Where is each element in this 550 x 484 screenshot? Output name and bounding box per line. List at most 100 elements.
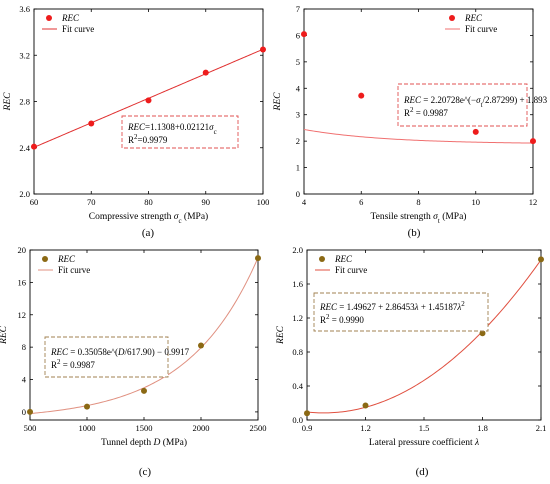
x-tick-label: 100 xyxy=(257,197,270,207)
x-tick-label: 6 xyxy=(359,197,363,207)
x-tick-label: 12 xyxy=(529,197,538,207)
text-span: /2.87299) + 1.893 xyxy=(483,95,548,105)
y-tick-label: 16 xyxy=(18,277,27,287)
x-tick-label: 1.2 xyxy=(360,423,371,433)
fit-equation: REC=1.1308+0.02121σc xyxy=(127,122,217,136)
text-span: R xyxy=(320,315,326,325)
legend-label-data: REC xyxy=(61,13,80,23)
data-point xyxy=(260,46,266,53)
legend-label-fit: Fit curve xyxy=(465,24,497,34)
x-tick-label: 90 xyxy=(202,197,211,207)
x-tick-label: 1500 xyxy=(136,423,153,433)
legend-marker xyxy=(319,256,325,262)
y-tick-label: 12 xyxy=(18,310,27,320)
text-span: REC xyxy=(403,95,422,105)
plot-frame xyxy=(29,249,259,421)
text-span: Tunnel depth xyxy=(101,438,153,448)
x-tick-label: 2500 xyxy=(250,423,267,433)
y-tick-label: 2.8 xyxy=(19,97,30,107)
y-axis-label: REC xyxy=(276,325,286,345)
data-point xyxy=(84,403,90,410)
data-point xyxy=(198,342,204,349)
data-point xyxy=(301,31,307,38)
panel-label: (d) xyxy=(416,466,429,478)
y-axis-label: REC xyxy=(273,92,283,112)
y-tick-label: 1 xyxy=(296,163,300,173)
panel-label: (c) xyxy=(139,466,152,478)
text-span: = 1.49627 + 2.86453 xyxy=(337,302,415,312)
equation-box xyxy=(397,83,528,127)
data-point xyxy=(31,143,37,150)
legend-label-fit: Fit curve xyxy=(58,265,90,275)
text-span: REC xyxy=(50,347,69,357)
y-tick-label: 4 xyxy=(22,375,27,385)
text-span: =0.9979 xyxy=(138,135,168,145)
r-squared: R2=0.9979 xyxy=(128,133,168,145)
text-span: σ xyxy=(433,212,438,222)
fit-curve xyxy=(29,257,259,415)
panel-label: (b) xyxy=(408,227,421,239)
text-span: 2 xyxy=(461,300,465,308)
text-span: λ xyxy=(474,438,479,448)
fit-equation: REC = 2.20728e^(−σt/2.87299) + 1.893 xyxy=(403,95,548,109)
data-point xyxy=(472,128,479,135)
x-tick-label: 2000 xyxy=(193,423,210,433)
legend-label-data: REC xyxy=(57,254,76,264)
plot-frame xyxy=(306,249,542,421)
data-point xyxy=(141,387,147,394)
data-point xyxy=(362,402,369,409)
x-axis-label: Tensile strength σt (MPa) xyxy=(371,211,467,225)
text-span: Tensile strength xyxy=(371,212,434,222)
x-tick-label: 60 xyxy=(30,197,39,207)
text-span: (MPa) xyxy=(440,211,467,222)
data-point xyxy=(27,408,33,415)
text-span: t xyxy=(481,101,483,109)
data-point xyxy=(538,256,544,263)
fit-curve xyxy=(306,259,542,414)
x-tick-label: 70 xyxy=(87,197,96,207)
y-tick-label: 2 xyxy=(296,136,300,146)
text-span: σ xyxy=(174,212,179,222)
r-squared: R2 = 0.9987 xyxy=(404,106,448,118)
text-span: D xyxy=(117,347,125,357)
y-tick-label: 0.0 xyxy=(292,415,303,425)
y-tick-label: 5 xyxy=(296,57,300,67)
text-span: =1.1308+0.02121 xyxy=(145,122,209,132)
equation-box xyxy=(44,336,169,378)
text-span: 2 xyxy=(326,313,330,321)
text-span: = 2.20728e^(− xyxy=(421,95,476,105)
data-point xyxy=(304,410,310,417)
x-tick-label: 1.8 xyxy=(477,423,488,433)
data-point xyxy=(88,120,95,127)
text-span: Compressive strength xyxy=(89,212,174,222)
y-tick-label: 0.8 xyxy=(292,347,303,357)
fit-equation: REC = 1.49627 + 2.86453λ + 1.45187λ2 xyxy=(319,300,465,312)
x-tick-label: 0.9 xyxy=(302,423,313,433)
x-axis-label: Compressive strength σc (MPa) xyxy=(89,211,208,225)
text-span: 2 xyxy=(134,133,138,141)
text-span: R xyxy=(51,360,57,370)
y-tick-label: 3.2 xyxy=(19,50,30,60)
data-point xyxy=(145,97,152,104)
text-span: 2 xyxy=(57,358,61,366)
text-span: σ xyxy=(476,95,481,105)
text-span: D xyxy=(152,438,160,448)
text-span: (MPa) xyxy=(182,211,209,222)
text-span: λ xyxy=(414,302,419,312)
text-span: (MPa) xyxy=(160,437,187,448)
text-span: c xyxy=(214,128,217,136)
fit-equation: REC = 0.35058e^(D/617.90) − 0.9917 xyxy=(50,347,190,357)
y-tick-label: 7 xyxy=(296,4,300,14)
y-tick-label: 8 xyxy=(22,342,26,352)
y-tick-label: 0.4 xyxy=(292,381,303,391)
text-span: R xyxy=(128,135,134,145)
text-span: σ xyxy=(209,122,214,132)
x-tick-label: 500 xyxy=(24,423,37,433)
x-axis-label: Lateral pressure coefficient λ xyxy=(369,437,479,448)
legend-label-data: REC xyxy=(334,254,353,264)
legend-marker xyxy=(42,256,48,262)
x-tick-label: 1000 xyxy=(79,423,96,433)
text-span: = 0.9990 xyxy=(330,315,365,325)
equation-box xyxy=(121,115,239,149)
x-tick-label: 8 xyxy=(416,197,420,207)
